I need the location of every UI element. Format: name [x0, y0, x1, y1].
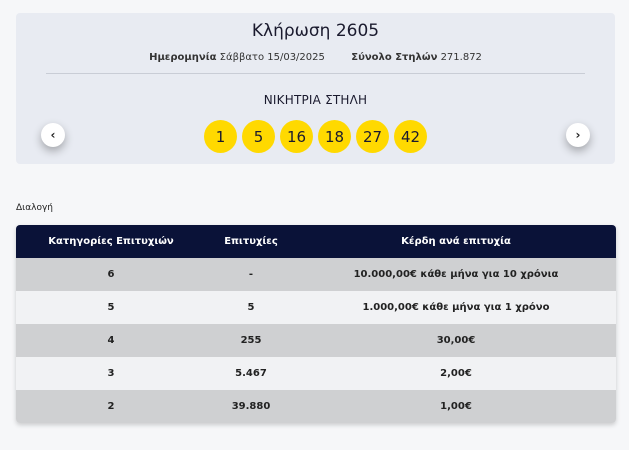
winning-numbers: 1 5 16 18 27 42: [16, 120, 615, 153]
winners-cell: 5.467: [235, 368, 267, 379]
table-header: Κατηγορίες Επιτυχιών Επιτυχίες Κέρδη ανά…: [16, 225, 616, 258]
header-categories: Κατηγορίες Επιτυχιών: [48, 236, 174, 247]
chevron-left-icon: ‹: [50, 128, 56, 142]
date-value: Σάββατο 15/03/2025: [219, 52, 325, 63]
table-row: 3 5.467 2,00€: [16, 357, 616, 390]
draw-meta: Ημερομηνία Σάββατο 15/03/2025 Σύνολο Στη…: [16, 52, 615, 63]
draw-card: Κλήρωση 2605 Ημερομηνία Σάββατο 15/03/20…: [16, 13, 615, 164]
draw-title: Κλήρωση 2605: [251, 21, 380, 41]
columns-label: Σύνολο Στηλών: [351, 52, 438, 63]
table-row: 2 39.880 1,00€: [16, 390, 616, 423]
category-cell: 3: [107, 368, 115, 379]
date-label: Ημερομηνία: [149, 52, 217, 63]
table-row: 5 5 1.000,00€ κάθε μήνα για 1 χρόνο: [16, 291, 616, 324]
number-ball: 42: [394, 120, 427, 153]
header-winners: Επιτυχίες: [224, 236, 278, 247]
category-cell: 2: [107, 401, 115, 412]
header-prize: Κέρδη ανά επιτυχία: [401, 236, 511, 247]
number-ball: 27: [356, 120, 389, 153]
chevron-right-icon: ›: [575, 128, 581, 142]
winners-cell: 255: [240, 335, 262, 346]
prize-cell: 1.000,00€ κάθε μήνα για 1 χρόνο: [362, 302, 550, 313]
winners-cell: 39.880: [231, 401, 271, 412]
next-draw-button[interactable]: ›: [566, 123, 590, 147]
winners-cell: 5: [247, 302, 255, 313]
winners-cell: -: [248, 269, 254, 280]
table-row: 4 255 30,00€: [16, 324, 616, 357]
number-ball: 1: [204, 120, 237, 153]
winning-row-label: ΝΙΚΗΤΡΙΑ ΣΤΗΛΗ: [263, 93, 368, 107]
previous-draw-button[interactable]: ‹: [41, 123, 65, 147]
prize-cell: 30,00€: [436, 335, 476, 346]
results-table: Κατηγορίες Επιτυχιών Επιτυχίες Κέρδη ανά…: [16, 225, 616, 423]
number-ball: 18: [318, 120, 351, 153]
category-cell: 4: [107, 335, 115, 346]
columns-value: 271.872: [440, 52, 482, 63]
prize-cell: 2,00€: [440, 368, 472, 379]
prize-cell: 1,00€: [440, 401, 472, 412]
divider: [46, 73, 585, 74]
number-ball: 16: [280, 120, 313, 153]
prize-cell: 10.000,00€ κάθε μήνα για 10 χρόνια: [353, 269, 559, 280]
table-row: 6 - 10.000,00€ κάθε μήνα για 10 χρόνια: [16, 258, 616, 291]
number-ball: 5: [242, 120, 275, 153]
category-cell: 5: [107, 302, 115, 313]
category-cell: 6: [107, 269, 115, 280]
section-label: Διαλογή: [16, 203, 53, 213]
